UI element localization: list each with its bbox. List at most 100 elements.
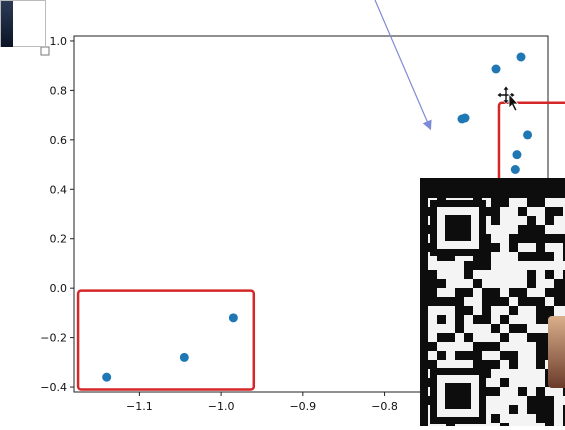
qr-module bbox=[518, 207, 527, 216]
qr-module bbox=[482, 234, 491, 243]
y-tick-label: −0.2 bbox=[40, 332, 67, 345]
qr-module bbox=[500, 351, 509, 360]
y-tick-label: 0.6 bbox=[50, 134, 68, 147]
qr-module bbox=[455, 351, 464, 360]
annotation-arrow-icon bbox=[374, 0, 432, 131]
qr-module bbox=[527, 234, 536, 243]
qr-module bbox=[482, 342, 491, 351]
qr-module bbox=[527, 252, 536, 261]
y-tick-label: 0.8 bbox=[50, 84, 68, 97]
qr-module bbox=[509, 243, 518, 252]
qr-module bbox=[545, 414, 554, 423]
qr-module bbox=[455, 297, 464, 306]
qr-module bbox=[527, 279, 536, 288]
qr-module bbox=[437, 315, 446, 324]
qr-module bbox=[527, 270, 536, 279]
qr-module bbox=[563, 252, 565, 261]
qr-module bbox=[473, 252, 482, 261]
window-thumbnail[interactable] bbox=[0, 0, 46, 47]
qr-module bbox=[545, 234, 554, 243]
qr-module bbox=[554, 207, 563, 216]
qr-module bbox=[446, 333, 455, 342]
qr-module bbox=[455, 324, 464, 333]
x-tick-label: −1.1 bbox=[126, 400, 153, 413]
qr-module bbox=[482, 297, 491, 306]
qr-module bbox=[536, 315, 545, 324]
qr-module bbox=[491, 288, 500, 297]
qr-module bbox=[464, 306, 473, 315]
qr-module bbox=[428, 270, 437, 279]
markers bbox=[102, 52, 533, 382]
qr-module bbox=[491, 297, 500, 306]
qr-module bbox=[482, 387, 491, 396]
qr-module bbox=[554, 288, 563, 297]
qr-module bbox=[536, 405, 545, 414]
qr-module bbox=[491, 324, 500, 333]
qr-module bbox=[563, 297, 565, 306]
qr-module bbox=[491, 360, 500, 369]
y-tick-label: 1.0 bbox=[50, 35, 68, 48]
scatter-point bbox=[460, 113, 470, 123]
qr-module bbox=[428, 288, 437, 297]
qr-module bbox=[536, 342, 545, 351]
qr-module bbox=[500, 297, 509, 306]
qr-module bbox=[536, 306, 545, 315]
qr-module bbox=[563, 270, 565, 279]
qr-module bbox=[545, 270, 554, 279]
y-tick-label: 0.4 bbox=[50, 183, 68, 196]
qr-module bbox=[518, 387, 527, 396]
qr-module bbox=[428, 279, 437, 288]
qr-module bbox=[482, 306, 491, 315]
qr-module bbox=[482, 288, 491, 297]
qr-module bbox=[527, 297, 536, 306]
qr-module bbox=[545, 207, 554, 216]
qr-module bbox=[464, 261, 473, 270]
qr-module bbox=[509, 306, 518, 315]
qr-module bbox=[536, 333, 545, 342]
scatter-point bbox=[510, 165, 520, 174]
qr-module bbox=[491, 207, 500, 216]
qr-module bbox=[563, 279, 565, 288]
qr-module bbox=[509, 324, 518, 333]
x-tick-label: −1.0 bbox=[208, 400, 235, 413]
overlay-annotations bbox=[40, 0, 519, 131]
qr-module bbox=[545, 405, 554, 414]
qr-module bbox=[473, 261, 482, 270]
qr-module bbox=[536, 414, 545, 423]
qr-module bbox=[464, 288, 473, 297]
qr-module bbox=[518, 234, 527, 243]
qr-module bbox=[536, 351, 545, 360]
qr-module bbox=[473, 360, 482, 369]
qr-module bbox=[482, 243, 491, 252]
qr-module bbox=[491, 243, 500, 252]
qr-module bbox=[545, 252, 554, 261]
qr-module bbox=[518, 324, 527, 333]
qr-module bbox=[536, 396, 545, 405]
x-tick-label: −0.9 bbox=[289, 400, 316, 413]
qr-module bbox=[518, 252, 527, 261]
qr-module bbox=[518, 225, 527, 234]
qr-module bbox=[563, 243, 565, 252]
qr-module bbox=[563, 387, 565, 396]
qr-module bbox=[473, 315, 482, 324]
qr-module bbox=[482, 315, 491, 324]
scatter-point bbox=[228, 313, 238, 323]
qr-module bbox=[464, 270, 473, 279]
qr-module bbox=[473, 342, 482, 351]
qr-module bbox=[437, 279, 446, 288]
y-tick-label: −0.4 bbox=[40, 381, 67, 394]
qr-module bbox=[500, 315, 509, 324]
qr-module bbox=[491, 414, 500, 423]
qr-module bbox=[428, 297, 437, 306]
qr-module bbox=[482, 252, 491, 261]
qr-module bbox=[455, 315, 464, 324]
scatter-point bbox=[491, 64, 501, 74]
qr-module bbox=[473, 279, 482, 288]
qr-module bbox=[445, 215, 471, 241]
qr-module bbox=[491, 342, 500, 351]
scatter-point bbox=[179, 352, 189, 362]
thumbnail-photo bbox=[1, 1, 13, 47]
qr-module bbox=[563, 234, 565, 243]
move-cursor-icon bbox=[496, 85, 519, 112]
qr-code-icon bbox=[420, 178, 565, 430]
